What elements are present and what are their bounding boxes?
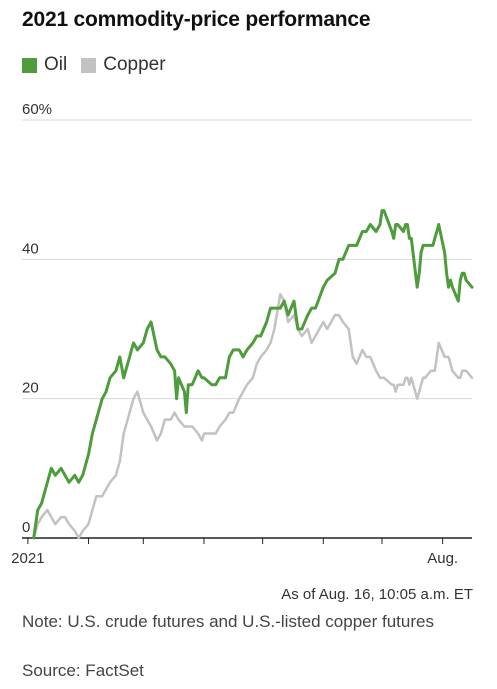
y-tick-label: 20 <box>22 380 39 397</box>
legend-item-copper: Copper <box>81 54 166 76</box>
legend-item-oil: Oil <box>22 54 67 76</box>
label-layer: 0 20 40 60% 2021 Aug. <box>11 101 458 567</box>
as-of-timestamp: As of Aug. 16, 10:05 a.m. ET <box>281 586 473 603</box>
legend-swatch-oil <box>22 57 37 73</box>
chart-note: Note: U.S. crude futures and U.S.-listed… <box>22 612 434 631</box>
series-layer <box>32 209 474 540</box>
series-line-copper <box>32 292 474 540</box>
y-tick-label: 0 <box>22 519 30 536</box>
chart-source: Source: FactSet <box>22 661 144 680</box>
grid-layer <box>22 119 472 400</box>
chart-title: 2021 commodity-price performance <box>22 8 371 31</box>
legend-label-copper: Copper <box>103 54 166 75</box>
y-tick-label: 60% <box>22 101 52 118</box>
x-tick-label: Aug. <box>427 550 458 567</box>
legend-label-oil: Oil <box>44 54 68 75</box>
x-tick-label: 2021 <box>11 550 44 567</box>
y-tick-label: 40 <box>22 240 39 257</box>
axis-layer <box>22 537 472 544</box>
series-line-oil <box>32 209 474 540</box>
legend-swatch-copper <box>81 57 97 73</box>
legend: Oil Copper <box>22 54 180 76</box>
